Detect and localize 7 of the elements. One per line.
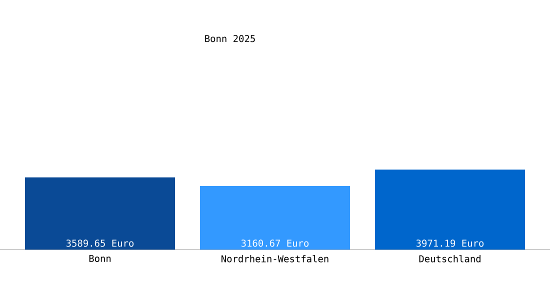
chart-title: Bonn 2025 xyxy=(205,34,255,42)
x-tick-label: Bonn xyxy=(89,254,111,262)
data-label: 3589.65 Euro xyxy=(66,240,134,247)
data-label: 3971.19 Euro xyxy=(416,240,484,247)
x-tick-label: Nordrhein-Westfalen xyxy=(222,254,328,262)
x-tick-label: Deutschland xyxy=(419,254,480,262)
data-label: 3160.67 Euro xyxy=(241,240,309,247)
